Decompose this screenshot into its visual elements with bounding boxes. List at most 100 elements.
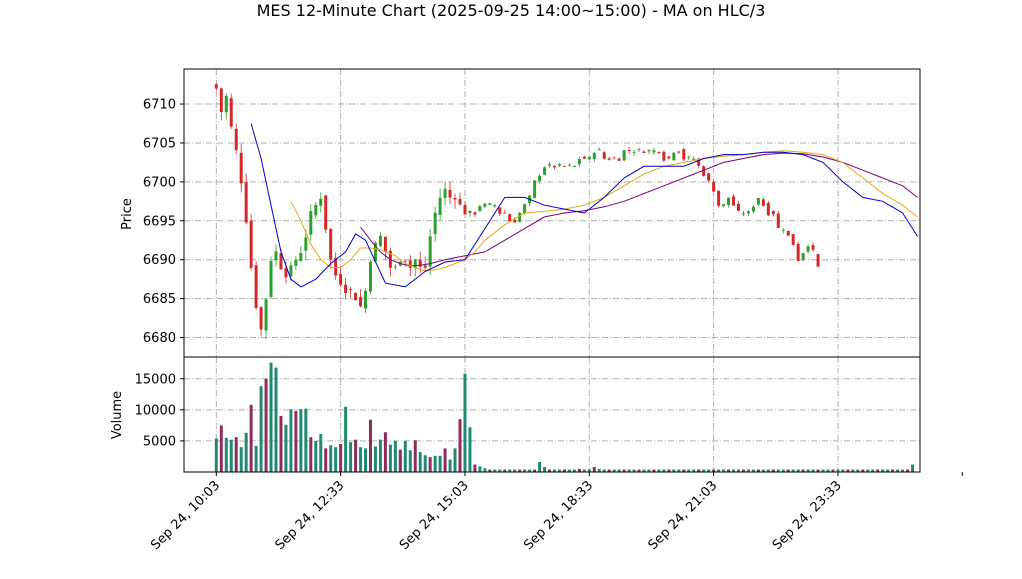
candle-body — [274, 251, 278, 261]
volume-bar — [652, 469, 656, 472]
candle-body — [254, 265, 258, 308]
candle-body — [403, 260, 407, 262]
candle-body — [667, 156, 671, 159]
candle-body — [458, 199, 462, 205]
candle-body — [677, 151, 681, 153]
volume-bar — [413, 440, 417, 472]
volume-bar — [841, 469, 845, 472]
candle-body — [349, 289, 353, 291]
candle-body — [513, 219, 517, 223]
volume-bar — [314, 440, 318, 472]
candle-body — [637, 149, 641, 150]
volume-bar — [751, 469, 755, 472]
candle-body — [359, 297, 363, 307]
volume-bar — [567, 469, 571, 472]
volume-bar — [702, 469, 706, 472]
volume-bar — [349, 442, 353, 472]
volume-bar — [662, 469, 666, 472]
candle-body — [498, 207, 502, 214]
price-y-tick-label: 6705 — [143, 136, 176, 151]
volume-bar — [488, 469, 492, 472]
candle-body — [508, 214, 512, 222]
candle-body — [632, 152, 636, 154]
volume-bar — [508, 469, 512, 472]
volume-bar — [712, 469, 716, 472]
volume-bar — [667, 469, 671, 472]
candle-body — [592, 152, 596, 160]
candle-body — [533, 180, 537, 198]
price-y-tick-label: 6690 — [143, 253, 176, 268]
volume-y-axis-label: Volume — [110, 391, 125, 439]
volume-bar — [453, 448, 457, 472]
volume-bar — [423, 455, 427, 472]
candle-body — [582, 156, 586, 159]
volume-bar — [244, 432, 248, 472]
candle-body — [478, 206, 482, 212]
volume-bar — [816, 469, 820, 472]
candle-body — [334, 257, 338, 276]
volume-bar — [264, 378, 268, 472]
candle-body — [756, 198, 760, 205]
volume-bar — [254, 445, 258, 472]
volume-bar — [776, 469, 780, 472]
candle-body — [548, 164, 552, 166]
x-tick-label: Sep 24, 10:03 — [148, 478, 223, 553]
volume-bar — [911, 464, 915, 472]
candle-body — [344, 284, 348, 294]
volume-bar — [697, 469, 701, 472]
volume-bar — [299, 409, 303, 472]
candle-body — [329, 228, 333, 260]
volume-bar — [523, 469, 527, 472]
candle-body — [543, 167, 547, 175]
volume-bar — [562, 469, 566, 472]
volume-bar — [856, 469, 860, 472]
volume-bar — [717, 469, 721, 472]
volume-bar — [732, 469, 736, 472]
candle-body — [722, 204, 726, 207]
volume-bar — [687, 469, 691, 472]
price-y-tick-label: 6695 — [143, 214, 176, 229]
volume-bar — [284, 424, 288, 472]
volume-bar — [552, 469, 556, 472]
candle-body — [682, 149, 686, 160]
volume-bar — [871, 469, 875, 472]
candle-body — [354, 292, 358, 301]
candle-body — [244, 182, 248, 223]
candle-body — [811, 245, 815, 250]
volume-bar — [876, 469, 880, 472]
candle-body — [383, 236, 387, 253]
x-tick-label: Sep 24, 15:03 — [397, 478, 472, 553]
volume-bar — [229, 439, 233, 472]
x-tick-label: Sep 24, 18:33 — [521, 478, 596, 553]
moving-average-lines — [250, 123, 918, 288]
candle-body — [806, 246, 810, 252]
price-y-axis: 6680 6685 6690 6695 6700 6705 6710 — [143, 98, 184, 346]
volume-bar — [418, 452, 422, 472]
volume-bar — [682, 469, 686, 472]
volume-bar — [473, 464, 477, 472]
candle-body — [702, 166, 706, 176]
price-y-tick-label: 6685 — [143, 292, 176, 307]
candle-body — [741, 213, 745, 215]
candle-body — [687, 156, 691, 158]
candle-body — [612, 157, 616, 159]
volume-bar — [692, 469, 696, 472]
volume-bar — [597, 468, 601, 472]
volume-bar — [901, 469, 905, 472]
candle-body — [617, 158, 621, 161]
volume-bar — [612, 469, 616, 472]
chart-title: MES 12-Minute Chart (2025-09-25 14:00~15… — [257, 1, 766, 20]
volume-bar — [543, 467, 547, 472]
candle-body — [289, 265, 293, 277]
candle-body — [657, 151, 661, 154]
volume-bar — [468, 427, 472, 472]
volume-bar — [861, 469, 865, 472]
volume-bar — [811, 469, 815, 472]
candle-body — [707, 173, 711, 181]
volume-bar — [214, 438, 218, 472]
volume-bar — [906, 469, 910, 472]
volume-bar — [672, 469, 676, 472]
volume-bar — [443, 448, 447, 472]
volume-bar — [503, 469, 507, 472]
